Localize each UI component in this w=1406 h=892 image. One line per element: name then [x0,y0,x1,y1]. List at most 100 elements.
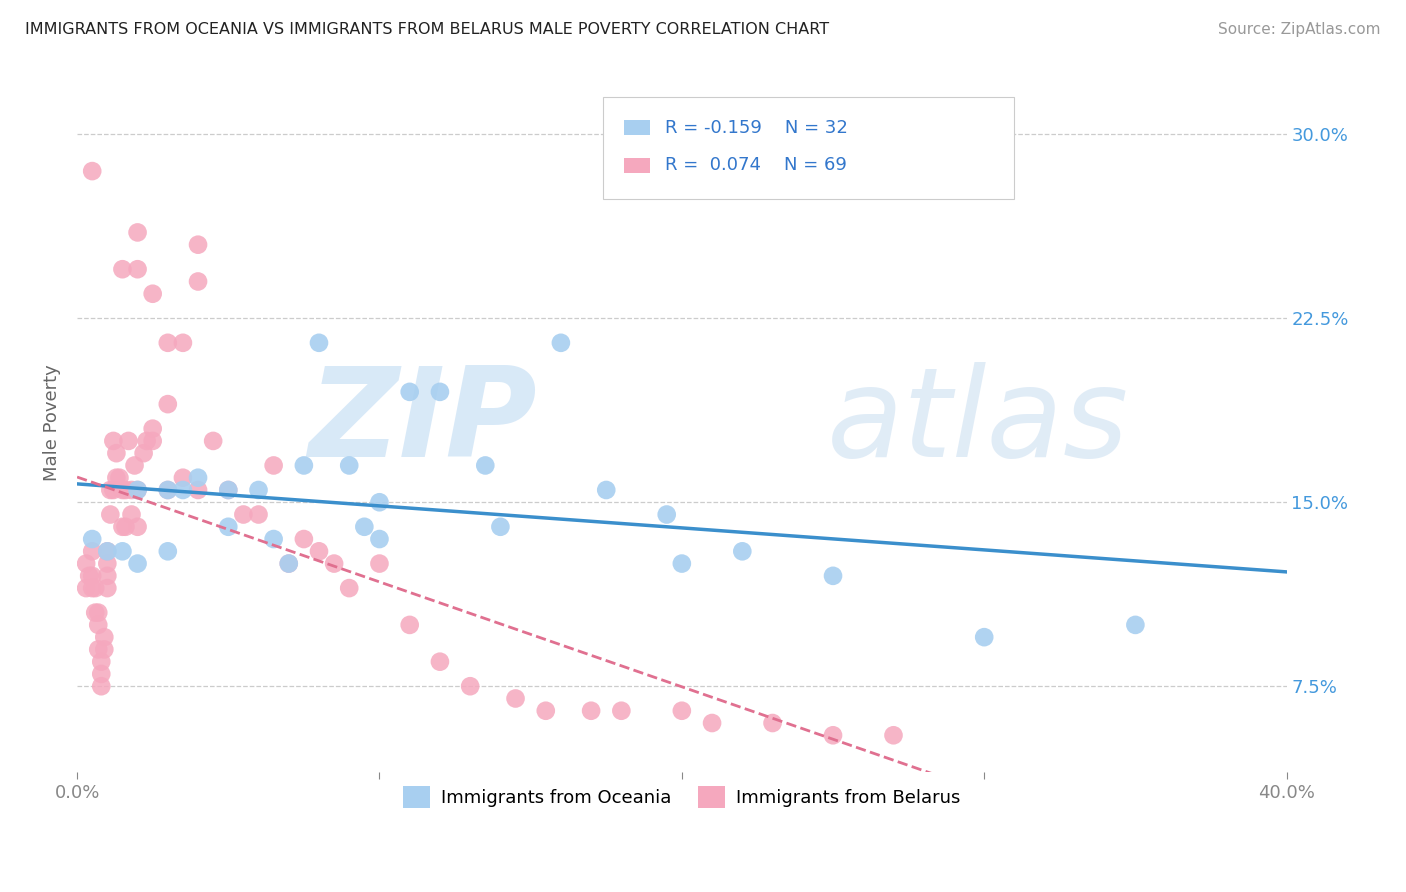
Point [82,581,104,595]
Point [96,544,118,558]
Point [277,557,299,571]
Point [247,483,270,497]
Point [277,557,299,571]
FancyBboxPatch shape [603,97,1015,199]
Point [84,581,107,595]
Point [90,655,112,669]
Point [127,557,149,571]
Point [75,581,97,595]
Point [87,642,110,657]
Point [398,618,420,632]
Text: atlas: atlas [827,362,1129,483]
Point [217,483,239,497]
Point [761,716,783,731]
Point [172,483,194,497]
Text: ZIP: ZIP [308,362,537,483]
Text: Source: ZipAtlas.com: Source: ZipAtlas.com [1218,22,1381,37]
Point [821,728,844,742]
Point [87,606,110,620]
Point [132,446,155,460]
Point [156,483,179,497]
Point [135,434,157,448]
Point [108,471,131,485]
Point [368,557,391,571]
Point [114,483,136,497]
Point [579,704,602,718]
Point [77,569,100,583]
Point [202,434,225,448]
Point [308,335,330,350]
Point [96,569,118,583]
Point [142,434,165,448]
Point [96,544,118,558]
Point [429,384,451,399]
Point [398,384,420,399]
Point [172,335,194,350]
Point [156,544,179,558]
Point [1125,618,1147,632]
Point [90,667,112,681]
Point [700,716,723,731]
Point [232,508,254,522]
Point [655,508,678,522]
Point [353,520,375,534]
Point [82,544,104,558]
Point [610,704,633,718]
Point [114,520,136,534]
Point [187,275,209,289]
Point [127,520,149,534]
Point [156,397,179,411]
Point [127,483,149,497]
Point [187,471,209,485]
Point [187,237,209,252]
Point [337,581,360,595]
Point [505,691,527,706]
Point [263,458,285,473]
Point [973,630,995,644]
Point [111,262,134,277]
Point [111,520,134,534]
Text: IMMIGRANTS FROM OCEANIA VS IMMIGRANTS FROM BELARUS MALE POVERTY CORRELATION CHAR: IMMIGRANTS FROM OCEANIA VS IMMIGRANTS FR… [25,22,830,37]
Point [474,458,496,473]
Point [172,471,194,485]
Point [117,434,139,448]
Point [731,544,754,558]
Point [187,483,209,497]
Point [96,581,118,595]
Point [82,164,104,178]
Point [105,471,128,485]
Point [105,446,128,460]
Point [142,286,165,301]
Text: R = -0.159    N = 32: R = -0.159 N = 32 [665,119,848,136]
Point [458,679,481,693]
Point [90,679,112,693]
FancyBboxPatch shape [624,120,651,136]
Point [821,569,844,583]
Point [217,483,239,497]
Legend: Immigrants from Oceania, Immigrants from Belarus: Immigrants from Oceania, Immigrants from… [395,779,967,815]
Y-axis label: Male Poverty: Male Poverty [44,364,60,481]
Point [368,532,391,546]
Point [534,704,557,718]
Point [595,483,617,497]
Point [247,508,270,522]
Point [103,434,125,448]
Point [98,508,121,522]
Point [75,557,97,571]
Text: R =  0.074    N = 69: R = 0.074 N = 69 [665,156,846,174]
Point [142,422,165,436]
Point [217,520,239,534]
Point [127,483,149,497]
Point [96,557,118,571]
Point [292,458,315,473]
Point [337,458,360,473]
Point [489,520,512,534]
Point [292,532,315,546]
Point [124,458,146,473]
Point [121,508,143,522]
Point [121,483,143,497]
Point [882,728,904,742]
Point [82,569,104,583]
Point [93,642,115,657]
Point [103,483,125,497]
